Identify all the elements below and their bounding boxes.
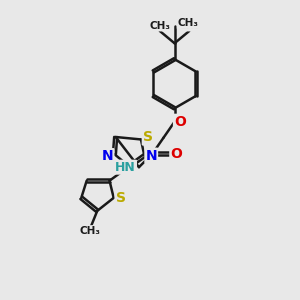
Text: CH₃: CH₃ bbox=[80, 226, 100, 236]
Text: N: N bbox=[102, 149, 113, 163]
Text: HN: HN bbox=[115, 161, 136, 174]
Text: CH₃: CH₃ bbox=[179, 21, 200, 31]
Text: O: O bbox=[170, 147, 182, 161]
Text: S: S bbox=[116, 191, 126, 205]
Text: O: O bbox=[174, 115, 186, 129]
Text: N: N bbox=[146, 148, 157, 163]
Text: S: S bbox=[143, 130, 153, 145]
Text: CH₃: CH₃ bbox=[149, 21, 170, 31]
Text: CH₃: CH₃ bbox=[178, 18, 199, 28]
